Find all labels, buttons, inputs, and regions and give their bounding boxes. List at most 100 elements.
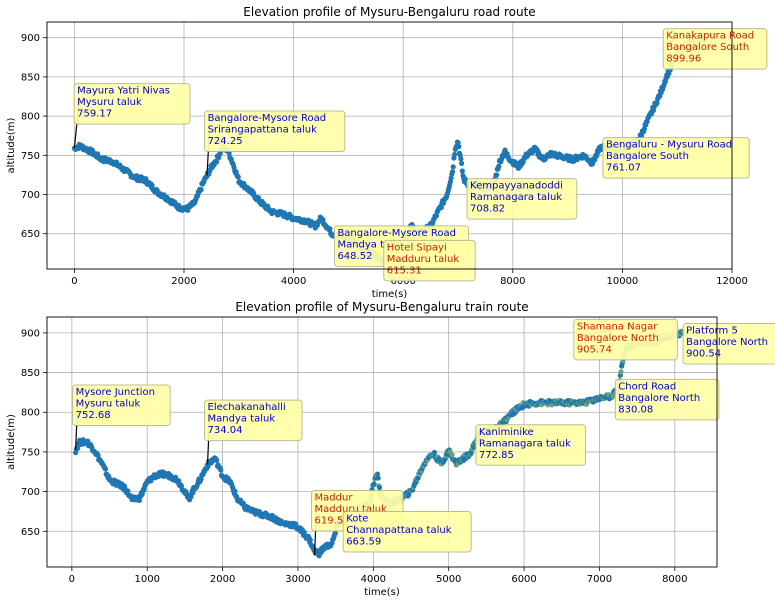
annotation: Bangalore-Mysore Road Srirangapattana ta… [204,110,346,176]
annotation-box [466,178,578,220]
data-point [176,478,182,484]
annotation-box [573,318,678,361]
data-point [459,168,465,174]
annotation-text: Platform 5 [686,325,738,336]
data-point [232,488,238,494]
y-tick-label: 750 [21,447,40,458]
x-tick-label: 0 [71,276,77,287]
annotation-text: 734.04 [208,425,243,436]
annotation-text: 619.53 [315,516,350,527]
x-tick-label: 6000 [511,574,536,585]
annotation-text: Mysore Junction [76,387,155,398]
y-tick-label: 850 [21,72,40,83]
data-point [375,475,381,481]
data-point [75,445,81,451]
annotation-text: Mandya taluk [208,414,276,425]
data-point [95,452,101,458]
annotation-box [383,239,476,282]
annotation-text: 759.17 [77,109,112,120]
x-tick-label: 8000 [662,574,687,585]
annotation-text: 752.68 [76,410,111,421]
annotation-text: Channapattana taluk [346,525,452,536]
data-point [458,156,464,162]
annotation-text: 663.59 [346,537,381,548]
data-point [371,481,377,487]
data-point [198,476,204,482]
annotation-text: Bangalore North [618,393,700,404]
chart-title: Elevation profile of Mysuru-Bengaluru tr… [235,300,528,314]
annotation-text: 899.96 [666,54,701,65]
data-point [235,174,241,180]
annotation-box [204,110,346,153]
x-tick-label: 4000 [281,276,306,287]
annotation-box [682,322,775,365]
x-tick-label: 1000 [135,574,160,585]
data-point [332,530,339,536]
data-point [136,497,142,503]
annotation-text: Kote [346,514,368,525]
annotation-text: Mayura Yatri Nivas [77,86,170,97]
data-point [198,187,204,193]
x-tick-label: 12000 [716,276,748,287]
x-tick-label: 3000 [285,574,310,585]
x-tick-label: 4000 [361,574,386,585]
plot-frame [46,316,718,568]
annotation-text: Chord Road [618,381,676,392]
y-tick-label: 700 [21,487,40,498]
data-point [618,369,624,375]
annotation-text: 615.31 [387,265,422,276]
y-tick-label: 900 [21,328,40,339]
chart-2: Elevation profile of Mysuru-Bengaluru tr… [6,300,775,598]
annotation-text: Kempayyanadoddi [470,181,563,192]
data-point [456,143,462,150]
data-point [218,467,224,473]
y-tick-label: 800 [21,408,40,419]
data-point [176,202,182,208]
x-axis-label: time(s) [364,587,400,598]
annotation-text: Bangalore-Mysore Road [337,228,456,239]
data-point [320,217,326,223]
annotation-text: Bangalore South [606,151,689,162]
data-point [449,169,456,175]
annotation-text: Mandya taluk [337,239,405,250]
annotation-text: 772.85 [479,450,514,461]
y-tick-label: 750 [21,151,40,162]
annotation-text: Mysuru taluk [77,97,142,108]
y-tick-label: 650 [21,527,40,538]
x-tick-label: 2000 [171,276,196,287]
x-tick-label: 5000 [436,574,461,585]
data-point [255,195,262,201]
annotation-text: Srirangapattana taluk [208,125,318,136]
annotation-text: Kanakapura Road [666,31,754,42]
annotation-text: 830.08 [618,404,653,415]
chart-title: Elevation profile of Mysuru-Bengaluru ro… [243,5,535,19]
data-point [214,457,220,464]
x-tick-label: 0 [69,574,75,585]
annotation-text: Bangalore North [577,333,659,344]
y-tick-label: 650 [21,229,40,240]
annotation-text: Maddur [315,493,354,504]
annotation-text: 761.07 [606,163,641,174]
annotation-text: 648.52 [337,251,372,262]
annotation-text: Madduru taluk [387,254,460,265]
annotation-box [602,137,750,179]
data-point [450,164,456,170]
annotation-text: 724.25 [208,136,243,147]
data-point [327,226,333,232]
annotation-box [204,399,303,442]
data-point [307,537,313,543]
annotation-box [662,28,768,70]
annotation-text: 900.54 [686,348,721,359]
x-tick-label: 10000 [606,276,638,287]
y-axis-label: altitude(m) [6,117,17,173]
